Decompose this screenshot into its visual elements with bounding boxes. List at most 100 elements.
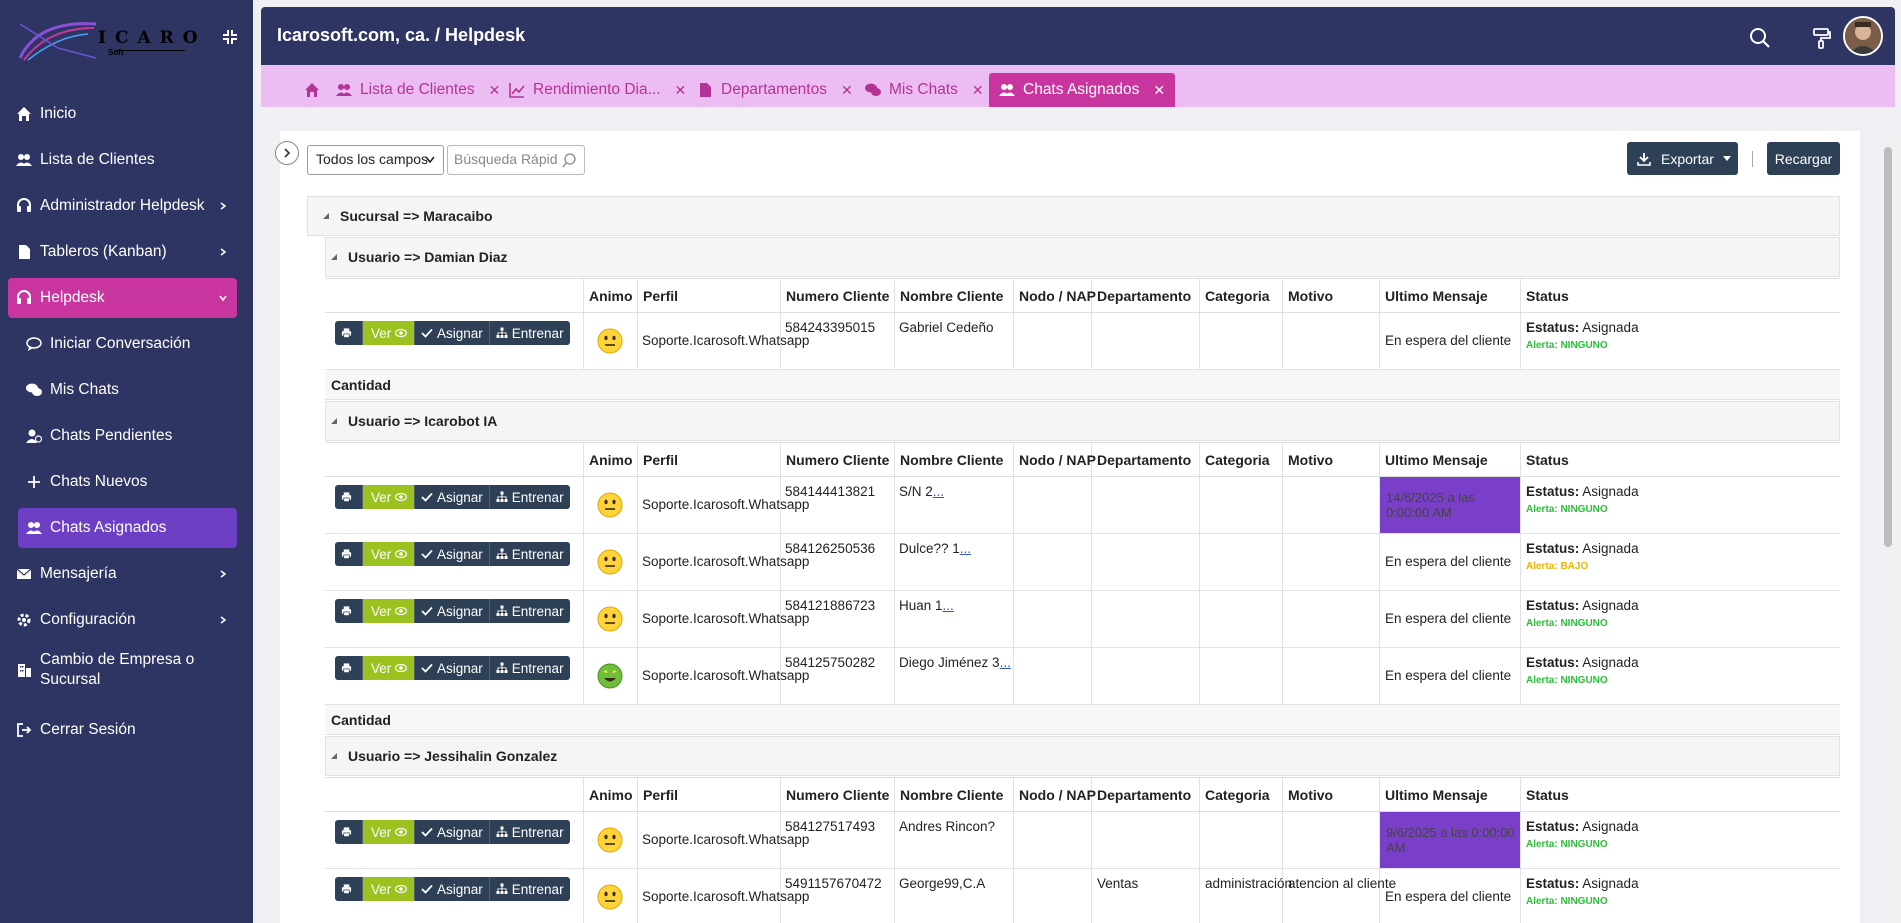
sidebar-item-chats-nuevos[interactable]: Chats Nuevos: [18, 462, 237, 502]
sidebar-item-administrador-helpdesk[interactable]: Administrador Helpdesk: [8, 186, 237, 226]
paint-roller-icon[interactable]: [1811, 27, 1833, 49]
ver-button[interactable]: Ver: [363, 877, 415, 901]
column-header[interactable]: Nombre Cliente: [900, 452, 1004, 468]
sidebar-item-inicio[interactable]: Inicio: [8, 94, 237, 134]
sidebar-item-lista-clientes[interactable]: Lista de Clientes: [8, 140, 237, 180]
column-header[interactable]: Animo: [589, 452, 633, 468]
group-row-usuario[interactable]: Usuario => Icarobot IA: [325, 401, 1840, 441]
column-header[interactable]: Status: [1526, 787, 1569, 803]
ver-button[interactable]: Ver: [363, 485, 415, 509]
tab-departamentos[interactable]: Departamentos ✕: [697, 73, 853, 107]
column-header[interactable]: Nodo / NAP: [1019, 787, 1096, 803]
column-header[interactable]: Departamento: [1097, 452, 1192, 468]
table-row[interactable]: Ver Asignar Entrenar Soporte.Icarosoft.What…: [325, 591, 1840, 648]
asignar-button[interactable]: Asignar: [415, 485, 490, 509]
column-header[interactable]: Ultimo Mensaje: [1385, 288, 1488, 304]
table-row[interactable]: Ver Asignar Entrenar Soporte.Icarosoft.What…: [325, 477, 1840, 534]
sidebar-item-mensajeria[interactable]: Mensajería: [8, 554, 237, 594]
sidebar-item-chats-asignados[interactable]: Chats Asignados: [18, 508, 237, 548]
column-header[interactable]: Departamento: [1097, 288, 1192, 304]
close-icon[interactable]: ✕: [488, 81, 501, 98]
close-icon[interactable]: ✕: [1153, 81, 1166, 98]
tab-chats-asignados[interactable]: Chats Asignados ✕: [989, 73, 1176, 107]
more-link[interactable]: ...: [959, 541, 972, 556]
more-link[interactable]: ...: [999, 655, 1011, 670]
collapse-triangle-icon[interactable]: [330, 752, 338, 760]
tab-lista-clientes[interactable]: Lista de Clientes ✕: [336, 73, 500, 107]
print-button[interactable]: [335, 599, 363, 623]
column-header[interactable]: Status: [1526, 288, 1569, 304]
table-row[interactable]: Ver Asignar Entrenar Soporte.Icarosoft.What…: [325, 869, 1840, 923]
sidebar-item-tableros[interactable]: Tableros (Kanban): [8, 232, 237, 272]
collapse-icon[interactable]: [221, 28, 239, 46]
column-header[interactable]: Nodo / NAP: [1019, 452, 1096, 468]
tab-home[interactable]: [304, 73, 328, 107]
table-row[interactable]: Ver Asignar Entrenar Soporte.Icarosoft.What…: [325, 313, 1840, 370]
print-button[interactable]: [335, 877, 363, 901]
column-header[interactable]: Numero Cliente: [786, 787, 890, 803]
collapse-triangle-icon[interactable]: [330, 253, 338, 261]
more-link[interactable]: ...: [942, 598, 954, 613]
sidebar-item-mis-chats[interactable]: Mis Chats: [18, 370, 237, 410]
column-header[interactable]: Motivo: [1288, 288, 1334, 304]
column-header[interactable]: Numero Cliente: [786, 288, 890, 304]
column-header[interactable]: Status: [1526, 452, 1569, 468]
avatar[interactable]: [1843, 16, 1883, 56]
tab-rendimiento[interactable]: Rendimiento Dia... ✕: [509, 73, 686, 107]
tab-mis-chats[interactable]: Mis Chats ✕: [865, 73, 984, 107]
entrenar-button[interactable]: Entrenar: [489, 321, 570, 345]
ver-button[interactable]: Ver: [363, 820, 415, 844]
entrenar-button[interactable]: Entrenar: [489, 877, 570, 901]
asignar-button[interactable]: Asignar: [415, 656, 490, 680]
asignar-button[interactable]: Asignar: [415, 820, 490, 844]
column-header[interactable]: Nombre Cliente: [900, 288, 1004, 304]
column-header[interactable]: Ultimo Mensaje: [1385, 452, 1488, 468]
scroll-thumb[interactable]: [1884, 147, 1892, 547]
sidebar-item-chats-pendientes[interactable]: Chats Pendientes: [18, 416, 237, 456]
column-header[interactable]: Animo: [589, 288, 633, 304]
group-row-usuario[interactable]: Usuario => Damian Diaz: [325, 237, 1840, 277]
column-header[interactable]: Motivo: [1288, 787, 1334, 803]
ver-button[interactable]: Ver: [363, 656, 415, 680]
asignar-button[interactable]: Asignar: [415, 321, 490, 345]
table-row[interactable]: Ver Asignar Entrenar Soporte.Icarosoft.What…: [325, 812, 1840, 869]
column-header[interactable]: Motivo: [1288, 452, 1334, 468]
print-button[interactable]: [335, 820, 363, 844]
group-row-usuario[interactable]: Usuario => Jessihalin Gonzalez: [325, 736, 1840, 776]
column-header[interactable]: Nombre Cliente: [900, 787, 1004, 803]
close-icon[interactable]: ✕: [840, 81, 853, 98]
sidebar-item-cambio-empresa[interactable]: Cambio de Empresa o Sucursal: [8, 646, 237, 694]
close-icon[interactable]: ✕: [971, 81, 984, 98]
sidebar-item-helpdesk[interactable]: Helpdesk: [8, 278, 237, 318]
ver-button[interactable]: Ver: [363, 542, 415, 566]
column-header[interactable]: Departamento: [1097, 787, 1192, 803]
entrenar-button[interactable]: Entrenar: [489, 656, 570, 680]
ver-button[interactable]: Ver: [363, 599, 415, 623]
export-button[interactable]: Exportar: [1627, 142, 1738, 175]
more-link[interactable]: ...: [932, 484, 945, 499]
reload-button[interactable]: Recargar: [1767, 142, 1840, 175]
table-row[interactable]: Ver Asignar Entrenar Soporte.Icarosoft.What…: [325, 648, 1840, 705]
collapse-triangle-icon[interactable]: [330, 417, 338, 425]
table-row[interactable]: Ver Asignar Entrenar Soporte.Icarosoft.What…: [325, 534, 1840, 591]
close-icon[interactable]: ✕: [674, 81, 687, 98]
asignar-button[interactable]: Asignar: [415, 599, 490, 623]
field-select[interactable]: Todos los campos: [307, 145, 444, 175]
asignar-button[interactable]: Asignar: [415, 542, 490, 566]
group-row-sucursal[interactable]: Sucursal => Maracaibo: [307, 196, 1840, 236]
column-header[interactable]: Perfil: [643, 452, 679, 468]
column-header[interactable]: Perfil: [643, 288, 679, 304]
column-header[interactable]: Numero Cliente: [786, 452, 890, 468]
expand-panel-button[interactable]: [275, 141, 299, 165]
column-header[interactable]: Categoria: [1205, 288, 1270, 304]
column-header[interactable]: Categoria: [1205, 452, 1270, 468]
print-button[interactable]: [335, 485, 363, 509]
column-header[interactable]: Ultimo Mensaje: [1385, 787, 1488, 803]
entrenar-button[interactable]: Entrenar: [489, 820, 570, 844]
sidebar-item-configuracion[interactable]: Configuración: [8, 600, 237, 640]
entrenar-button[interactable]: Entrenar: [489, 485, 570, 509]
ver-button[interactable]: Ver: [363, 321, 415, 345]
entrenar-button[interactable]: Entrenar: [489, 599, 570, 623]
print-button[interactable]: [335, 656, 363, 680]
scrollbar[interactable]: [1881, 131, 1895, 923]
